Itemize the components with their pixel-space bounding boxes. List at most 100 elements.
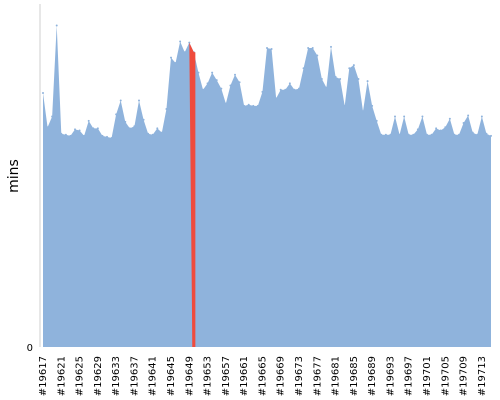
data-point: [151, 133, 154, 136]
data-point: [380, 133, 383, 136]
data-point: [421, 115, 424, 118]
data-point: [224, 102, 227, 105]
data-point: [119, 99, 122, 102]
x-tick-label: #19637: [129, 356, 140, 396]
data-point: [325, 86, 328, 89]
data-point: [348, 67, 351, 70]
plot-area: [42, 24, 492, 348]
data-point: [339, 78, 342, 81]
data-point: [183, 51, 186, 54]
data-point: [462, 121, 465, 124]
x-tick-label: #19649: [184, 356, 195, 396]
data-point: [293, 88, 296, 91]
data-point: [316, 54, 319, 57]
data-point: [394, 115, 396, 118]
data-point: [142, 118, 145, 121]
data-point: [261, 90, 264, 93]
data-point: [389, 133, 392, 136]
data-point: [170, 56, 172, 59]
x-tick-label: #19669: [276, 356, 287, 396]
data-point: [211, 71, 214, 74]
data-point: [284, 88, 287, 91]
data-point: [343, 104, 346, 107]
data-point: [252, 104, 255, 107]
x-tick-label: #19661: [239, 356, 250, 396]
data-point: [74, 128, 76, 131]
data-point: [156, 127, 159, 130]
data-point: [334, 75, 337, 78]
x-tick-label: #19705: [440, 356, 451, 396]
data-point: [42, 91, 44, 94]
data-point: [362, 110, 364, 113]
data-point: [83, 134, 86, 137]
series-area: [43, 25, 491, 347]
x-tick-label: #19657: [221, 356, 232, 396]
data-point: [147, 132, 150, 135]
data-point: [270, 48, 273, 51]
data-point: [366, 80, 369, 83]
data-point: [220, 87, 223, 90]
data-point: [275, 97, 278, 100]
x-tick-label: #19625: [75, 356, 86, 396]
data-point: [64, 133, 67, 136]
data-point: [247, 103, 250, 106]
x-tick-labels: #19617 #19621 #19625 #19629 #19633 #19637 #196…: [38, 356, 488, 396]
data-point: [384, 133, 387, 136]
data-point: [87, 119, 90, 122]
x-tick-label: #19629: [93, 356, 104, 396]
data-point: [453, 133, 456, 136]
data-point: [458, 133, 460, 136]
data-point: [188, 41, 191, 44]
x-tick-label: #19621: [56, 356, 67, 396]
x-tick-label: #19645: [166, 356, 177, 396]
data-point: [234, 73, 236, 76]
data-point: [480, 115, 483, 118]
data-point: [471, 131, 474, 134]
data-point: [197, 71, 200, 74]
data-point: [320, 78, 323, 81]
x-tick-label: #19689: [367, 356, 378, 396]
data-point: [398, 133, 401, 136]
data-point: [229, 84, 232, 87]
data-point: [266, 46, 268, 49]
data-point: [467, 114, 470, 117]
data-point: [416, 128, 419, 131]
x-tick-label: #19709: [459, 356, 470, 396]
data-point: [202, 88, 204, 91]
data-point: [444, 126, 447, 129]
data-point: [485, 132, 488, 135]
data-point: [490, 134, 492, 137]
data-point: [51, 115, 54, 118]
data-point: [375, 119, 378, 122]
data-point: [110, 136, 113, 139]
data-point: [302, 67, 305, 70]
data-point: [352, 64, 355, 67]
data-point: [101, 134, 104, 137]
x-tick-label: #19681: [331, 356, 342, 396]
x-tick-label: #19653: [203, 356, 214, 396]
data-point: [288, 82, 291, 85]
x-tick-label: #19673: [294, 356, 305, 396]
x-tick-label: #19701: [422, 356, 433, 396]
x-tick-label: #19685: [349, 356, 360, 396]
y-axis-title: mins: [6, 159, 22, 193]
data-point: [476, 133, 479, 136]
x-tick-label: #19633: [111, 356, 122, 396]
data-point: [115, 113, 118, 116]
data-point: [439, 129, 442, 132]
x-tick-label: #19697: [404, 356, 415, 396]
data-point: [60, 132, 63, 135]
data-point: [238, 81, 241, 84]
data-point: [165, 108, 168, 111]
data-point: [448, 117, 451, 120]
data-point: [69, 134, 72, 137]
data-point: [138, 99, 140, 102]
data-point: [124, 120, 127, 123]
data-point: [371, 104, 374, 107]
data-point: [430, 133, 433, 136]
data-point: [243, 104, 246, 107]
data-point: [133, 125, 136, 128]
data-point: [435, 127, 438, 130]
data-point: [206, 82, 209, 85]
